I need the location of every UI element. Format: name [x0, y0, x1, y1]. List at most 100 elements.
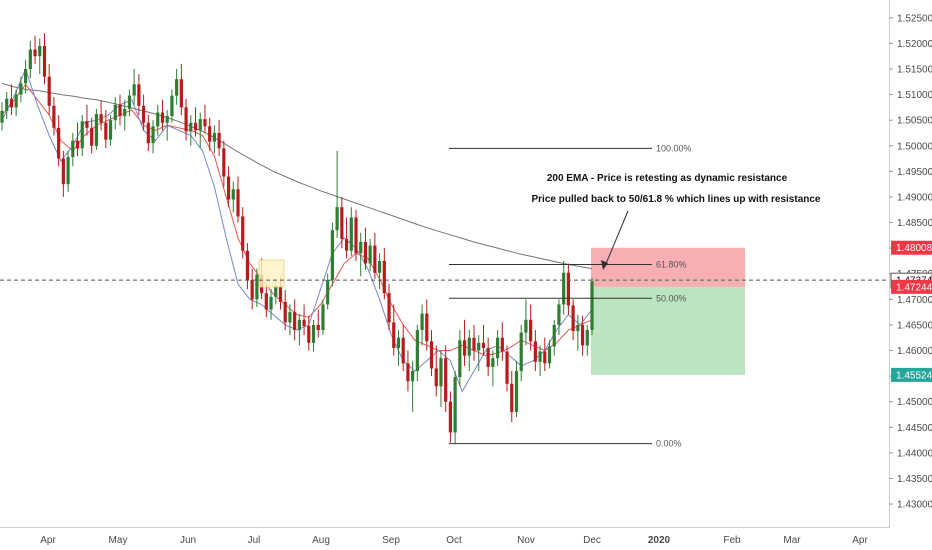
- candle-body: [368, 245, 372, 264]
- candle-body: [151, 126, 155, 144]
- candle-body: [363, 242, 368, 264]
- candle-body: [90, 127, 94, 146]
- candlestick-series: [0, 33, 594, 444]
- highlight-box: [258, 259, 285, 288]
- candle-body: [28, 49, 32, 69]
- candle-body: [231, 189, 235, 200]
- candle-body: [538, 351, 542, 362]
- candle-body: [406, 363, 410, 382]
- price-tick-label: 1.43500: [897, 474, 932, 485]
- candle-body: [326, 279, 330, 305]
- time-tick-label: Jul: [248, 535, 261, 546]
- candle-body: [335, 207, 339, 231]
- candle-body: [118, 104, 122, 117]
- price-tick-label: 1.49000: [897, 192, 932, 203]
- price-tick-label: 1.46500: [897, 320, 932, 331]
- candle-body: [52, 105, 56, 128]
- candle-body: [5, 98, 9, 111]
- candle-body: [354, 217, 358, 254]
- candle-body: [307, 325, 311, 343]
- candle-body: [519, 332, 523, 371]
- price-tick-label: 1.44000: [897, 448, 932, 459]
- candle-body: [33, 49, 37, 57]
- candle-body: [448, 401, 452, 433]
- candle-body: [458, 340, 462, 378]
- candle-body: [212, 132, 216, 142]
- ema-200-line: [1, 82, 593, 270]
- candle-body: [217, 132, 221, 149]
- candle-body: [226, 176, 231, 200]
- candle-body: [132, 84, 136, 96]
- fib-level-label: 61.80%: [656, 260, 687, 270]
- candle-body: [552, 324, 556, 347]
- candle-body: [160, 112, 165, 123]
- candle-body: [47, 76, 51, 106]
- candle-body: [0, 110, 4, 123]
- candle-body: [184, 107, 188, 132]
- candle-body: [14, 94, 18, 108]
- candle-body: [500, 337, 504, 352]
- candle-body: [425, 313, 429, 342]
- price-tick-label: 1.52000: [897, 39, 932, 50]
- candle-body: [387, 293, 391, 323]
- candle-body: [585, 330, 589, 346]
- candle-body: [250, 279, 254, 300]
- candle-body: [94, 114, 98, 146]
- annotation-arrowhead: [601, 260, 608, 270]
- price-tag-label-entry: 1.47244: [896, 282, 932, 293]
- candle-body: [434, 368, 438, 387]
- candle-body: [330, 230, 334, 280]
- candle-body: [283, 301, 287, 323]
- candle-body: [108, 120, 113, 140]
- candle-body: [382, 260, 386, 294]
- candle-body: [415, 330, 419, 371]
- price-tick-label: 1.50500: [897, 116, 932, 127]
- candle-body: [269, 296, 273, 310]
- candle-body: [297, 319, 301, 331]
- candle-body: [61, 158, 65, 185]
- time-tick-label: Apr: [852, 535, 868, 546]
- candle-body: [165, 116, 169, 123]
- price-tick-label: 1.44500: [897, 423, 932, 434]
- candle-body: [288, 312, 292, 323]
- price-tick-label: 1.43000: [897, 500, 932, 511]
- candle-body: [142, 105, 146, 123]
- candle-body: [203, 119, 207, 127]
- time-tick-label: Apr: [40, 535, 56, 546]
- time-tick-label: Feb: [723, 535, 741, 546]
- candle-body: [104, 122, 108, 140]
- candle-body: [462, 340, 467, 356]
- candle-body: [293, 312, 297, 331]
- candle-body: [66, 157, 70, 185]
- candle-body: [429, 341, 434, 369]
- take-profit-zone[interactable]: [591, 286, 745, 375]
- candle-body: [170, 95, 174, 117]
- time-tick-label: Jun: [180, 535, 196, 546]
- fib-level-label: 0.00%: [656, 439, 682, 449]
- candle-body: [24, 68, 28, 84]
- candle-body: [38, 45, 42, 57]
- candle-body: [113, 104, 117, 121]
- candle-body: [241, 216, 245, 251]
- time-tick-label: Dec: [583, 535, 601, 546]
- price-tick-label: 1.48500: [897, 218, 932, 229]
- price-axis: 1.52500 1.52000 1.51500 1.51000 1.50500 1.500…: [889, 13, 932, 511]
- price-tag-label-stop: 1.48008: [896, 243, 932, 254]
- candle-body: [571, 305, 575, 332]
- candle-body: [533, 341, 537, 362]
- candle-body: [311, 324, 316, 343]
- fibonacci-retracement[interactable]: 100.00% 61.80% 50.00% 0.00%: [449, 143, 692, 449]
- candle-body: [19, 83, 23, 95]
- candle-body: [264, 293, 268, 310]
- price-tick-label: 1.51500: [897, 64, 932, 75]
- candle-body: [496, 337, 500, 359]
- candle-body: [99, 114, 103, 123]
- candle-body: [71, 140, 75, 158]
- time-tick-label: Oct: [446, 535, 462, 546]
- annotation-ema-note: 200 EMA - Price is retesting as dynamic …: [547, 173, 788, 184]
- candle-body: [444, 358, 448, 402]
- candle-body: [193, 122, 198, 131]
